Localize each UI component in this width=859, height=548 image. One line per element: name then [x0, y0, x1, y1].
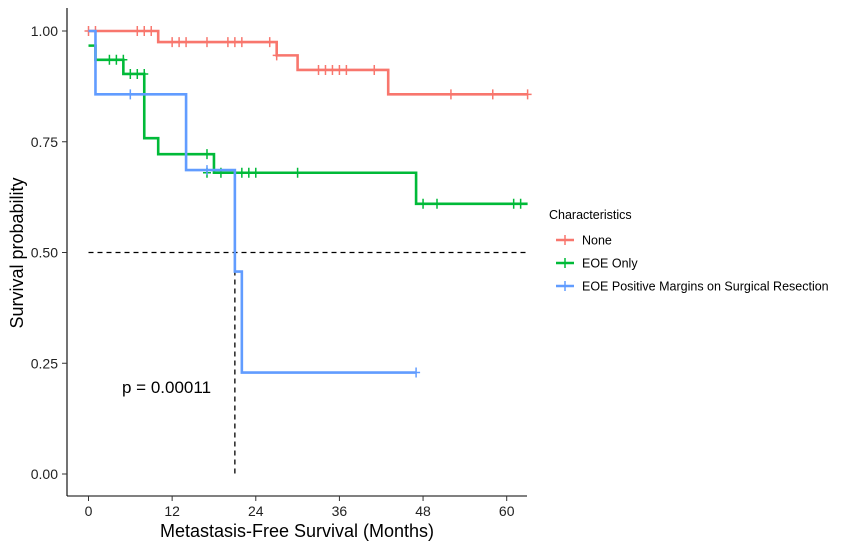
censor-mark	[202, 149, 211, 160]
censor-mark	[412, 367, 421, 378]
censor-mark	[126, 68, 135, 79]
censor-mark	[202, 37, 211, 48]
censor-mark	[509, 198, 518, 209]
series-1	[88, 44, 528, 209]
censor-mark	[105, 54, 114, 65]
censor-mark	[370, 64, 379, 75]
x-tick-label: 36	[332, 503, 348, 519]
legend-item-2: EOE Positive Margins on Surgical Resecti…	[556, 280, 829, 294]
censor-mark	[237, 167, 246, 178]
legend-label: EOE Positive Margins on Surgical Resecti…	[582, 280, 829, 294]
censor-mark	[488, 89, 497, 100]
censor-mark	[328, 64, 337, 75]
censor-mark	[342, 64, 351, 75]
p-value-annotation: p = 0.00011	[122, 378, 211, 397]
x-tick-label: 12	[164, 503, 180, 519]
censor-mark	[419, 198, 428, 209]
series-2	[88, 29, 421, 378]
legend-item-1: EOE Only	[556, 257, 638, 271]
censor-mark	[251, 167, 260, 178]
legend-label: None	[582, 234, 612, 248]
censor-mark	[119, 54, 128, 65]
censor-mark	[321, 64, 330, 75]
censor-mark	[140, 26, 149, 36]
censor-mark	[168, 37, 177, 48]
x-tick-label: 48	[415, 503, 431, 519]
y-tick-label: 0.00	[31, 466, 58, 482]
censor-mark	[133, 68, 142, 79]
censor-mark	[265, 37, 274, 48]
censor-mark	[223, 37, 232, 48]
legend-title: Characteristics	[549, 208, 632, 222]
y-tick-label: 0.75	[31, 134, 58, 150]
censor-mark	[293, 167, 302, 178]
y-tick-label: 0.50	[31, 245, 58, 261]
censor-mark	[244, 167, 253, 178]
censor-mark	[147, 26, 156, 36]
censor-mark	[314, 64, 323, 75]
legend-label: EOE Only	[582, 257, 638, 271]
censor-mark	[202, 165, 211, 176]
censor-mark	[523, 89, 532, 100]
censor-mark	[140, 68, 149, 79]
censor-mark	[175, 37, 184, 48]
censor-mark	[237, 37, 246, 48]
y-tick-label: 1.00	[31, 23, 58, 39]
y-tick-label: 0.25	[31, 355, 58, 371]
legend-item-0: None	[556, 234, 612, 248]
legend: Characteristics None EOE Only EOE Positive…	[549, 208, 829, 294]
censor-mark	[126, 89, 135, 100]
censor-mark	[182, 37, 191, 48]
x-tick-label: 24	[248, 503, 264, 519]
y-axis-title: Survival probability	[7, 177, 27, 328]
survival-line	[88, 29, 417, 374]
censor-mark	[112, 54, 121, 65]
censor-mark	[272, 50, 281, 61]
survival-line	[88, 29, 528, 96]
survival-line	[88, 44, 528, 206]
censor-mark	[433, 198, 441, 209]
median-reference-lines	[88, 251, 527, 474]
censor-mark	[335, 64, 344, 75]
x-axis-title: Metastasis-Free Survival (Months)	[160, 521, 434, 541]
censor-mark	[446, 89, 455, 100]
censor-mark	[516, 198, 525, 209]
axes: 0 12 24 36 48 60 0.00 0.25 0.50 0.75 1.00	[31, 8, 527, 519]
series-0	[84, 26, 532, 100]
censor-mark	[133, 26, 142, 36]
x-tick-label: 60	[499, 503, 515, 519]
censor-mark	[230, 37, 239, 48]
x-tick-label: 0	[85, 503, 93, 519]
survival-curves	[84, 26, 532, 378]
